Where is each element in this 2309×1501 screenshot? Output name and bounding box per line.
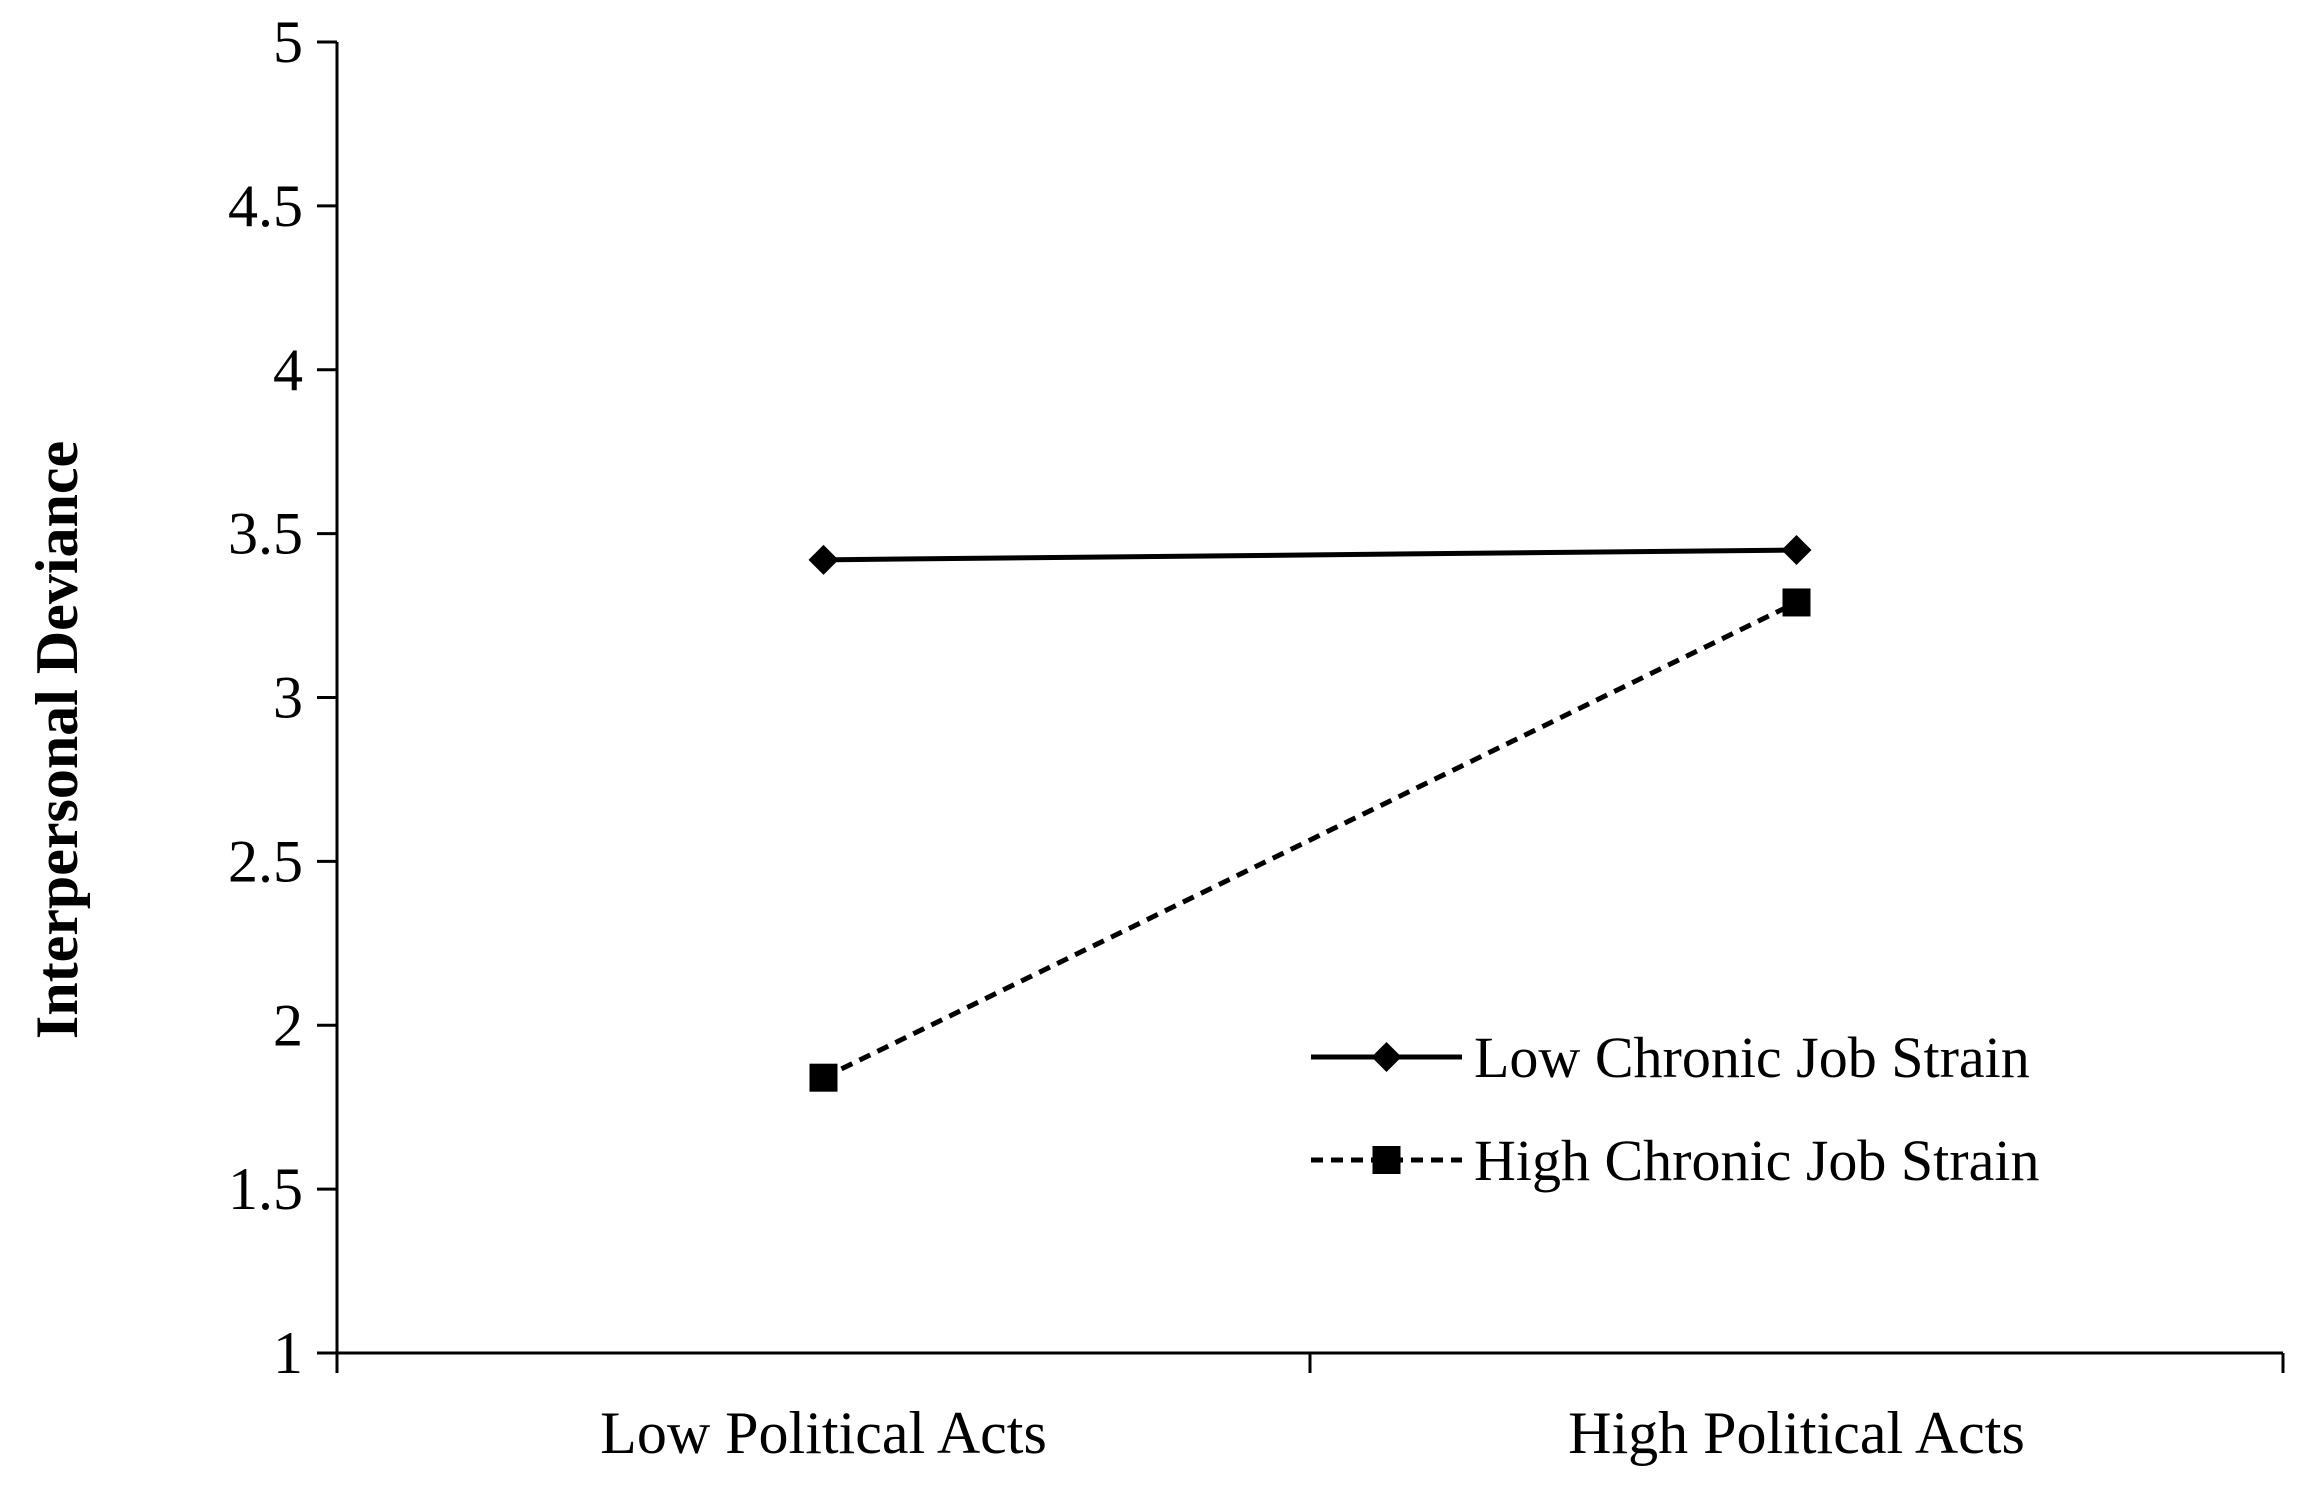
legend-marker [1372, 1146, 1401, 1174]
legend: Low Chronic Job Strain High Chronic Job S… [1311, 1025, 2039, 1193]
x-category-label: High Political Acts [1568, 1400, 2025, 1466]
data-point-marker [1782, 588, 1811, 617]
y-tick-label: 2 [273, 992, 303, 1058]
y-tick-label: 4 [273, 337, 303, 403]
series-line [823, 547, 1797, 563]
y-tick-label: 1 [273, 1320, 303, 1386]
series-1 [808, 535, 1812, 575]
y-tick-label: 3.5 [228, 501, 303, 567]
x-category-label: Low Political Acts [600, 1400, 1047, 1466]
y-tick-label: 3 [273, 665, 303, 731]
series-line [822, 600, 1798, 1080]
legend-marker [1371, 1042, 1402, 1072]
data-point-marker [1781, 535, 1812, 566]
legend-label: Low Chronic Job Strain [1474, 1025, 2030, 1090]
series-2 [809, 588, 1811, 1092]
legend-label: High Chronic Job Strain [1474, 1128, 2039, 1193]
y-axis-ticks: 1 1.5 2 2.5 3 3.5 4 4.5 5 [228, 9, 337, 1386]
y-tick-label: 4.5 [228, 173, 303, 239]
y-tick-label: 1.5 [228, 1156, 303, 1222]
series-layer [808, 535, 1812, 1092]
y-tick-label: 2.5 [228, 828, 303, 894]
data-point-marker [809, 1063, 838, 1092]
x-axis-ticks: Low Political Acts High Political Acts [335, 1353, 2285, 1466]
y-axis-title: Interpersonal Deviance [24, 441, 90, 1039]
data-point-marker [808, 544, 839, 575]
y-tick-label: 5 [273, 9, 303, 75]
